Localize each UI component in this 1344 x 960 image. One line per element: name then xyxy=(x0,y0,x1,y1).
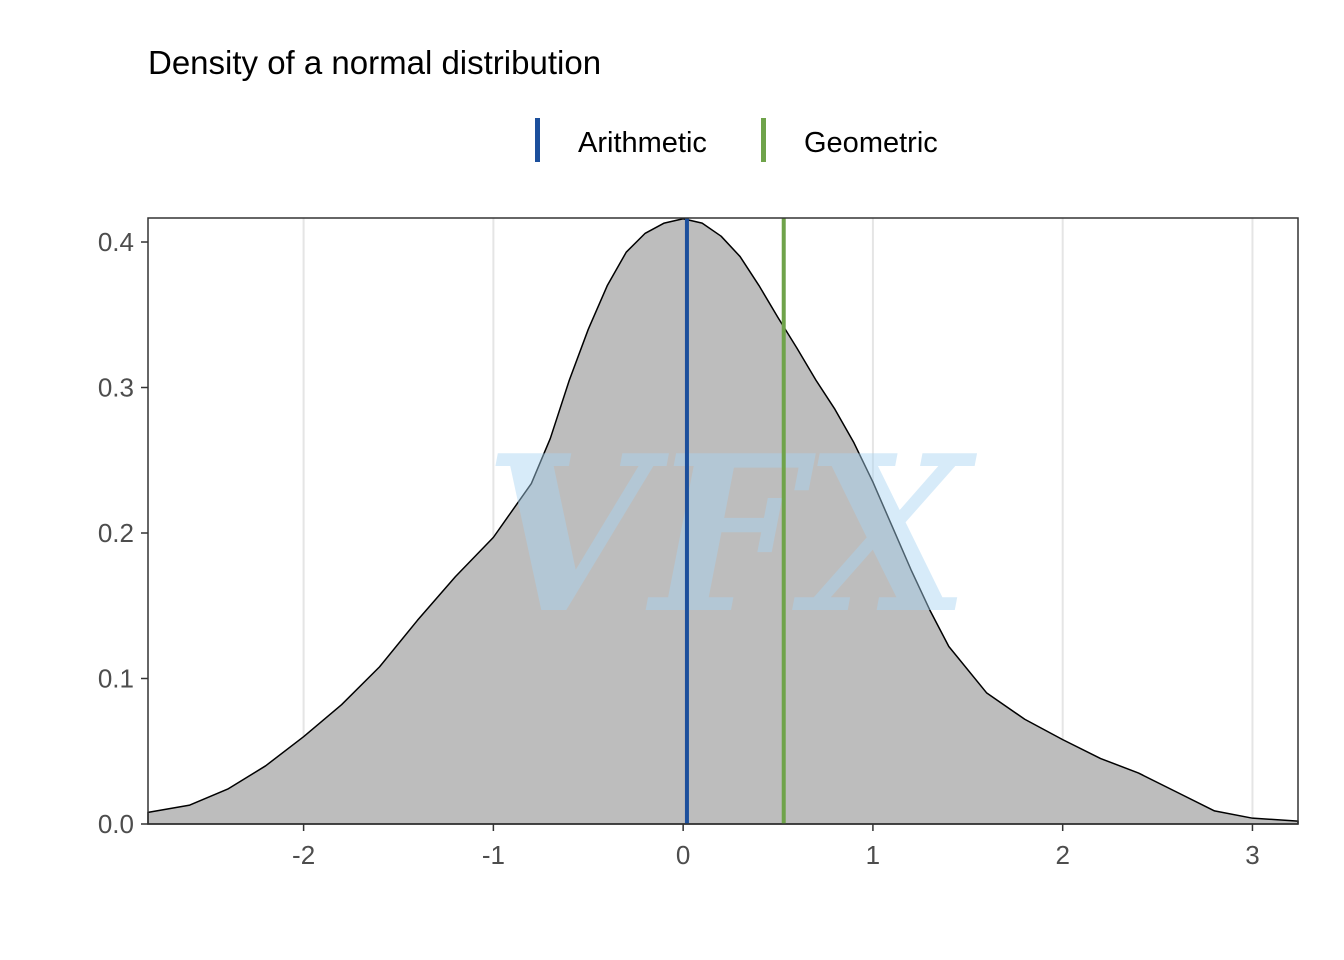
y-tick-label-0: 0.0 xyxy=(98,809,134,839)
legend-key-arithmetic xyxy=(535,118,540,162)
legend-label-arithmetic: Arithmetic xyxy=(578,127,707,159)
watermark-logo: VFX xyxy=(484,408,977,661)
legend-label-geometric: Geometric xyxy=(804,127,938,159)
x-tick-label-1: -1 xyxy=(482,840,505,870)
panel-border xyxy=(147,217,1299,825)
x-tick-label-2: 0 xyxy=(676,840,690,870)
x-tick-label-3: 1 xyxy=(866,840,880,870)
y-tick-label-1: 0.1 xyxy=(98,664,134,694)
plot-panel: VFX xyxy=(147,217,1299,825)
x-axis: -2 -1 0 1 2 3 xyxy=(292,824,1260,870)
y-tick-label-4: 0.4 xyxy=(98,227,134,257)
legend: Arithmetic Geometric xyxy=(535,118,938,162)
x-tick-label-0: -2 xyxy=(292,840,315,870)
density-area xyxy=(147,217,1299,825)
legend-key-geometric xyxy=(761,118,766,162)
x-tick-label-5: 3 xyxy=(1245,840,1259,870)
y-tick-label-3: 0.3 xyxy=(98,373,134,403)
watermark: VFX xyxy=(484,408,977,661)
reference-lines xyxy=(684,218,786,824)
chart-title: Density of a normal distribution xyxy=(148,44,601,81)
x-tick-label-4: 2 xyxy=(1055,840,1069,870)
y-axis: 0.0 0.1 0.2 0.3 0.4 xyxy=(98,227,148,839)
y-tick-label-2: 0.2 xyxy=(98,518,134,548)
